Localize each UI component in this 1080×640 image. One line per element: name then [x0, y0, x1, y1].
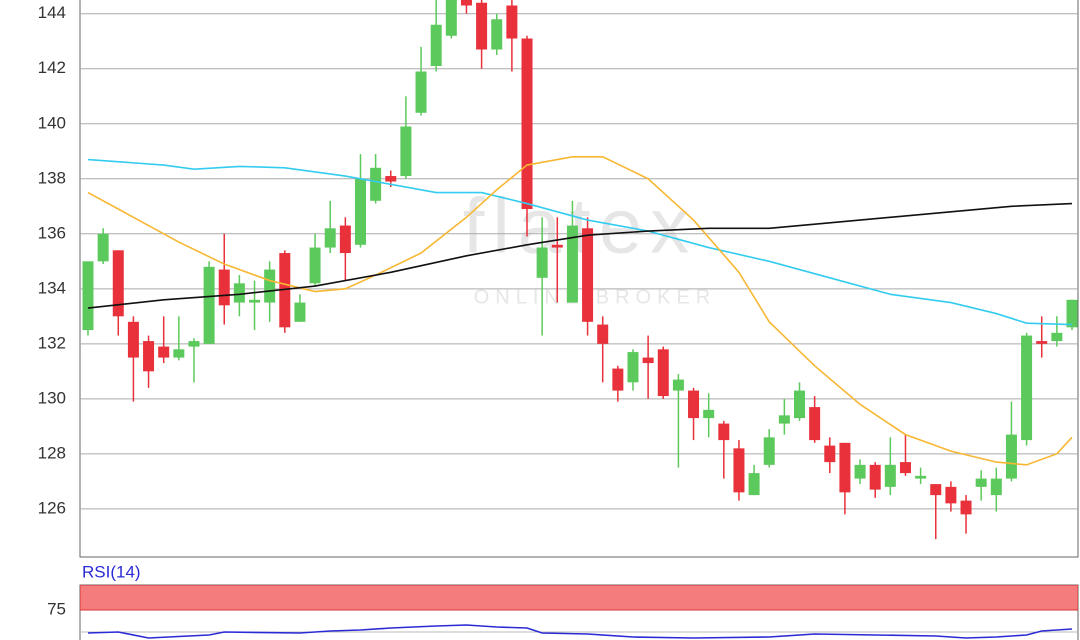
y-tick-label: 140 — [38, 113, 66, 132]
rsi-label: RSI(14) — [82, 562, 141, 581]
candle-body — [627, 352, 639, 383]
y-tick-label: 142 — [38, 58, 66, 77]
candle-body — [778, 415, 790, 424]
candle-body — [521, 38, 533, 210]
candle-body — [1051, 332, 1063, 342]
candle-body — [869, 464, 881, 490]
candle-body — [445, 0, 457, 36]
moving-average — [87, 155, 1073, 466]
candle-body — [97, 233, 109, 262]
candle-body — [551, 244, 563, 248]
candle-body — [990, 478, 1002, 496]
candle-body — [127, 321, 139, 358]
candle-body — [415, 71, 427, 113]
candle-body — [385, 176, 397, 182]
candle-body — [794, 390, 806, 419]
candle-body — [491, 19, 503, 50]
candle-body — [960, 500, 972, 515]
candle-body — [188, 341, 200, 347]
candle-body — [763, 437, 775, 465]
candle-body — [354, 178, 366, 245]
candle-body — [748, 473, 760, 496]
rsi-plot — [80, 585, 1078, 639]
candle-body — [824, 445, 836, 463]
candle-body — [279, 253, 291, 328]
candle-body — [324, 228, 336, 248]
candle-body — [233, 283, 245, 303]
watermark-sub: ONLINE BROKER — [474, 286, 716, 308]
candle-body — [112, 250, 124, 317]
candle-body — [173, 349, 185, 358]
candle-body — [854, 464, 866, 479]
rsi-band — [80, 585, 1078, 611]
candle-body — [975, 478, 987, 487]
candle-body — [884, 464, 896, 487]
moving-average — [87, 158, 1073, 326]
candle-body — [915, 475, 927, 479]
candle-body — [264, 269, 276, 303]
candle-body — [718, 423, 730, 441]
y-tick-label: 144 — [38, 3, 66, 22]
candle-body — [400, 126, 412, 177]
candle-body — [249, 299, 261, 303]
watermark: flatex — [463, 182, 697, 270]
candle-body — [642, 357, 654, 364]
candle-body — [476, 2, 488, 50]
y-tick-label: 134 — [38, 278, 66, 297]
y-tick-label: 132 — [38, 333, 66, 352]
candle-body — [339, 225, 351, 254]
y-tick-label: 128 — [38, 443, 66, 462]
candle-body — [1005, 434, 1017, 479]
candle-body — [370, 167, 382, 201]
candle-body — [460, 0, 472, 6]
candle-body — [536, 247, 548, 278]
candle-body — [657, 349, 669, 397]
y-tick-label: 138 — [38, 168, 66, 187]
candle-body — [430, 24, 442, 67]
candle-body — [597, 324, 609, 344]
candle-body — [899, 462, 911, 474]
candle-body — [930, 484, 942, 496]
candle-body — [839, 442, 851, 493]
candle-body — [703, 409, 715, 419]
candle-body — [1021, 335, 1033, 441]
candle-body — [158, 346, 170, 358]
candle-body — [143, 341, 155, 372]
candle-body — [672, 379, 684, 391]
candle-body — [612, 368, 624, 391]
main-plot — [80, 0, 1078, 540]
candle-body — [309, 247, 321, 284]
candle-body — [945, 486, 957, 504]
plot-frame — [79, 0, 1079, 558]
candle-body — [809, 407, 821, 441]
candle-body — [1036, 341, 1048, 344]
candle-body — [218, 269, 230, 306]
candle-body — [82, 261, 94, 331]
y-tick-label: 126 — [38, 498, 66, 517]
candle-body — [733, 448, 745, 493]
candle-body — [566, 225, 578, 303]
candle-body — [582, 228, 594, 322]
candle-body — [1066, 299, 1078, 328]
candle-body — [688, 390, 700, 419]
rsi-tick-label: 75 — [47, 599, 66, 618]
candle-body — [203, 266, 215, 344]
moving-average — [87, 202, 1073, 309]
rsi-line — [87, 624, 1073, 639]
y-tick-label: 136 — [38, 223, 66, 242]
candle-body — [294, 302, 306, 322]
candle-body — [506, 5, 518, 39]
y-tick-label: 130 — [38, 388, 66, 407]
